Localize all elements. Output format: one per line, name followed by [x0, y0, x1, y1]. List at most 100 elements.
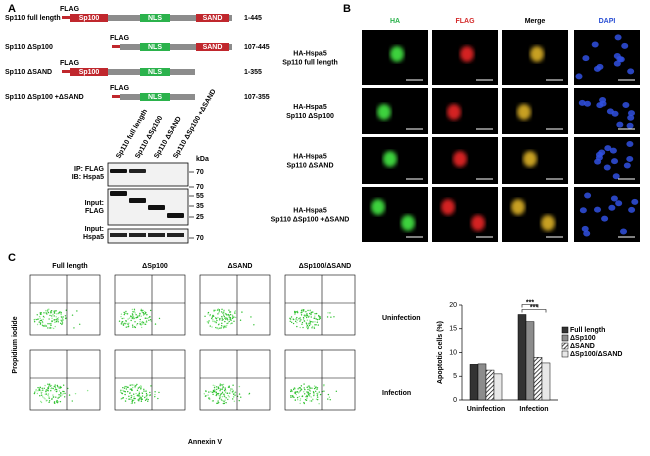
- nucleus: [615, 200, 623, 207]
- domain: [140, 93, 170, 101]
- event: [60, 386, 62, 389]
- event: [47, 383, 49, 385]
- tag: [112, 45, 120, 48]
- event: [140, 400, 143, 403]
- event: [34, 391, 36, 393]
- event: [226, 322, 228, 325]
- event: [292, 396, 294, 398]
- legend-swatch: [561, 326, 569, 334]
- event: [309, 322, 311, 324]
- domain: [196, 14, 229, 22]
- event: [212, 393, 214, 396]
- event: [123, 390, 125, 393]
- event: [68, 394, 71, 396]
- nucleus: [613, 53, 621, 60]
- event: [318, 403, 320, 405]
- event: [144, 313, 146, 315]
- event: [149, 394, 152, 396]
- event: [230, 319, 232, 322]
- event: [40, 394, 43, 396]
- event: [41, 396, 44, 398]
- event: [212, 389, 215, 392]
- event: [291, 390, 293, 392]
- image: [362, 187, 428, 242]
- event: [297, 398, 299, 401]
- event: [133, 308, 136, 311]
- y-axis-label: Propidium iodide: [12, 316, 19, 373]
- event: [37, 390, 39, 392]
- event: [296, 311, 298, 313]
- row-label: HA-Hspa5: [293, 104, 327, 111]
- event: [216, 319, 218, 322]
- cell: [377, 104, 391, 120]
- blot-label: IB: Hspa5: [72, 174, 104, 181]
- column-header: DAPI: [599, 18, 616, 25]
- event: [140, 324, 143, 326]
- event: [124, 390, 127, 393]
- event: [63, 390, 65, 393]
- event: [299, 390, 302, 392]
- event: [299, 387, 301, 389]
- event: [207, 311, 210, 314]
- x-tick-label: Infection: [519, 406, 548, 413]
- event: [313, 392, 315, 394]
- cell: [541, 215, 555, 231]
- event: [233, 311, 236, 313]
- event: [42, 389, 44, 391]
- event: [306, 397, 308, 400]
- event: [308, 385, 310, 387]
- event: [39, 386, 41, 389]
- nucleus: [622, 101, 630, 108]
- event: [296, 396, 299, 399]
- cell: [447, 104, 461, 120]
- event: [225, 390, 227, 392]
- event: [144, 323, 147, 326]
- event: [220, 325, 223, 327]
- event: [290, 321, 293, 324]
- plot-frame: [284, 349, 356, 411]
- image: [432, 88, 498, 134]
- event: [120, 389, 122, 392]
- event: [305, 316, 308, 319]
- domain: [140, 14, 170, 22]
- event: [217, 387, 220, 389]
- event: [62, 319, 64, 321]
- event: [217, 323, 220, 326]
- event: [290, 316, 293, 318]
- event: [317, 393, 319, 395]
- event: [148, 319, 150, 321]
- cell: [383, 151, 397, 167]
- event: [51, 327, 53, 329]
- nucleus: [598, 149, 606, 156]
- event: [219, 327, 221, 329]
- event: [223, 402, 226, 405]
- legend-label: ΔSAND: [570, 343, 595, 350]
- event: [221, 315, 223, 318]
- event: [224, 387, 226, 389]
- event: [121, 317, 123, 320]
- event: [220, 327, 222, 329]
- event: [225, 313, 227, 315]
- event: [140, 326, 143, 329]
- event: [305, 311, 307, 313]
- event: [46, 389, 48, 391]
- event: [138, 392, 141, 395]
- event: [313, 317, 316, 319]
- event: [310, 316, 312, 318]
- event: [54, 319, 56, 321]
- nucleus: [604, 145, 612, 152]
- row-label: HA-Hspa5: [293, 153, 327, 160]
- event: [123, 385, 126, 388]
- event: [138, 398, 140, 400]
- event: [306, 323, 308, 325]
- nucleus: [616, 121, 624, 128]
- event: [52, 394, 54, 396]
- event: [34, 318, 36, 321]
- event: [134, 386, 136, 389]
- event: [62, 384, 65, 386]
- event: [316, 398, 319, 401]
- event: [213, 309, 215, 311]
- panel-label: B: [343, 3, 351, 15]
- event: [217, 316, 219, 319]
